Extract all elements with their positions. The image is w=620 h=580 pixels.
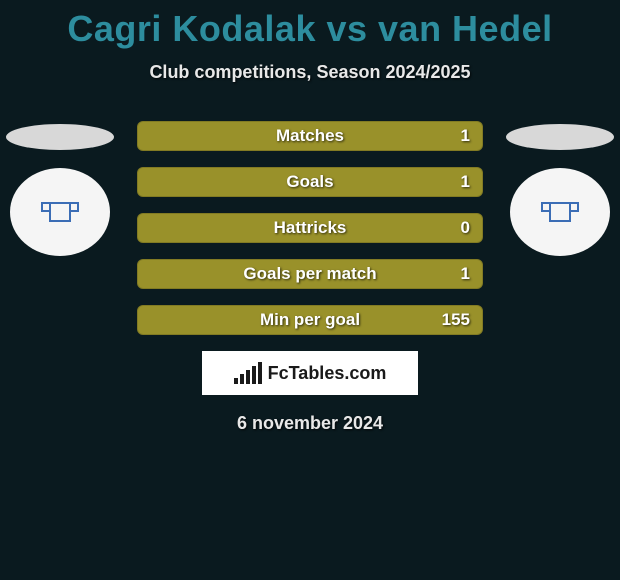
stat-row: Goals 1	[137, 167, 483, 197]
stat-row: Hattricks 0	[137, 213, 483, 243]
brand-text: FcTables.com	[268, 363, 387, 384]
brand-box: FcTables.com	[202, 351, 418, 395]
avatar-circle-right	[510, 168, 610, 256]
stat-value: 1	[461, 264, 470, 284]
stat-label: Goals	[286, 172, 333, 192]
brand-bar	[240, 374, 244, 384]
stat-row: Matches 1	[137, 121, 483, 151]
player-right-avatar	[506, 124, 614, 256]
subtitle: Club competitions, Season 2024/2025	[0, 62, 620, 83]
stat-label: Goals per match	[243, 264, 376, 284]
avatar-shadow	[506, 124, 614, 150]
page-title: Cagri Kodalak vs van Hedel	[0, 0, 620, 50]
avatar-shadow	[6, 124, 114, 150]
brand-bar	[234, 378, 238, 384]
stat-label: Min per goal	[260, 310, 360, 330]
brand-bar	[252, 366, 256, 384]
avatar-circle-left	[10, 168, 110, 256]
brand-bars-icon	[234, 362, 262, 384]
player-left-avatar	[6, 124, 114, 256]
stats-container: Matches 1 Goals 1 Hattricks 0 Goals per match 1…	[137, 121, 483, 335]
stat-value: 1	[461, 172, 470, 192]
stat-label: Matches	[276, 126, 344, 146]
date-stamp: 6 november 2024	[0, 413, 620, 434]
stat-label: Hattricks	[274, 218, 347, 238]
stat-row: Min per goal 155	[137, 305, 483, 335]
jersey-icon	[49, 202, 71, 222]
stat-value: 0	[461, 218, 470, 238]
stat-value: 1	[461, 126, 470, 146]
brand-bar	[258, 362, 262, 384]
stat-row: Goals per match 1	[137, 259, 483, 289]
stat-value: 155	[442, 310, 470, 330]
brand-bar	[246, 370, 250, 384]
jersey-icon	[549, 202, 571, 222]
